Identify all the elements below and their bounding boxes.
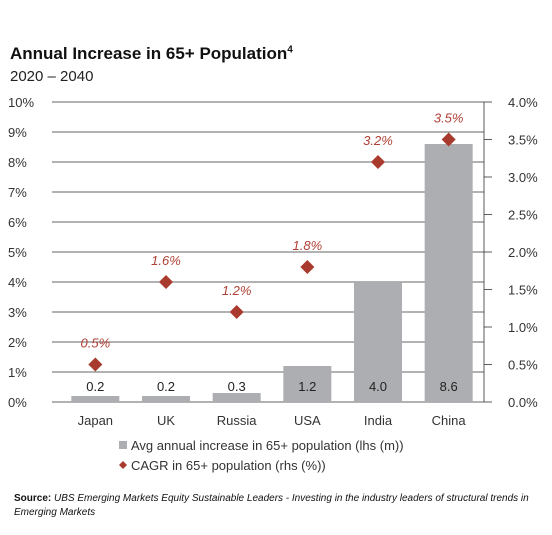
- y-left-tick-label: 9%: [8, 125, 27, 140]
- cagr-marker[interactable]: [88, 357, 103, 372]
- bar-value-label: 4.0: [369, 379, 387, 394]
- y-right-tick-label: 1.0%: [508, 320, 538, 335]
- cagr-value-label: 1.8%: [293, 238, 323, 253]
- x-tick-label: Japan: [78, 413, 113, 428]
- cagr-value-label: 1.6%: [151, 253, 181, 268]
- chart-title: Annual Increase in 65+ Population4: [10, 44, 293, 63]
- bar[interactable]: [283, 366, 332, 402]
- y-right-tick-label: 1.5%: [508, 283, 538, 298]
- y-right-tick-label: 4.0%: [508, 95, 538, 110]
- y-left-tick-label: 7%: [8, 185, 27, 200]
- y-left-tick-label: 2%: [8, 335, 27, 350]
- bar-value-label: 8.6: [440, 379, 458, 394]
- bar-value-label: 0.2: [86, 379, 104, 394]
- legend-swatch-bar: [119, 441, 127, 449]
- chart-subtitle: 2020 – 2040: [10, 68, 94, 85]
- bar-value-label: 0.3: [228, 379, 246, 394]
- y-right-tick-label: 2.5%: [508, 208, 538, 223]
- x-tick-label: India: [364, 413, 393, 428]
- y-right-tick-label: 3.5%: [508, 133, 538, 148]
- cagr-marker[interactable]: [371, 155, 385, 169]
- y-left-tick-label: 10%: [8, 95, 34, 110]
- x-tick-label: Russia: [217, 413, 258, 428]
- y-left-tick-label: 6%: [8, 215, 27, 230]
- cagr-value-label: 3.2%: [363, 133, 393, 148]
- x-tick-label: UK: [157, 413, 175, 428]
- bar[interactable]: [424, 144, 473, 402]
- bar-value-label: 1.2: [298, 379, 316, 394]
- combo-chart: 0.2 0.5% 0.2 1.6% 0.3 1.2% 1.2 1.8% 4.0 3.2% 8.6 3.…: [8, 95, 538, 473]
- y-right-tick-label: 0.0%: [508, 395, 538, 410]
- bar[interactable]: [212, 393, 261, 402]
- y-right-tick-label: 0.5%: [508, 358, 538, 373]
- y-right-tick-label: 2.0%: [508, 245, 538, 260]
- bar[interactable]: [354, 282, 402, 402]
- x-tick-label: China: [432, 413, 467, 428]
- legend-swatch-marker: [119, 461, 127, 469]
- y-left-tick-label: 0%: [8, 395, 27, 410]
- cagr-value-label: 1.2%: [222, 283, 252, 298]
- bar-series: [71, 144, 473, 402]
- legend[interactable]: Avg annual increase in 65+ population (l…: [119, 438, 404, 473]
- cagr-marker[interactable]: [159, 275, 173, 289]
- cagr-marker[interactable]: [229, 305, 244, 319]
- y-right-tick-label: 3.0%: [508, 170, 538, 185]
- y-left-tick-label: 4%: [8, 275, 27, 290]
- cagr-value-label: 0.5%: [81, 336, 111, 351]
- bar[interactable]: [142, 396, 190, 402]
- bar[interactable]: [71, 396, 120, 402]
- legend-label-marker: CAGR in 65+ population (rhs (%)): [131, 458, 326, 473]
- x-tick-label: USA: [294, 413, 321, 428]
- bar-value-label: 0.2: [157, 379, 175, 394]
- source-note: Source: UBS Emerging Markets Equity Sust…: [14, 493, 529, 518]
- axes: 0% 1% 2% 3% 4% 5% 6% 7% 8% 9% 10% 0.0% 0.5% 1.0% 1.5% 2…: [8, 95, 538, 428]
- cagr-marker[interactable]: [441, 132, 456, 147]
- y-left-tick-label: 5%: [8, 245, 27, 260]
- title-footnote: 4: [287, 44, 293, 56]
- cagr-marker[interactable]: [300, 260, 315, 274]
- marker-series: [88, 132, 456, 372]
- cagr-value-label: 3.5%: [434, 111, 464, 126]
- gridlines: [52, 101, 484, 403]
- data-labels: 0.2 0.5% 0.2 1.6% 0.3 1.2% 1.2 1.8% 4.0 3.2% 8.6 3.…: [81, 111, 464, 395]
- legend-label-bar: Avg annual increase in 65+ population (l…: [131, 438, 404, 453]
- y-left-tick-label: 8%: [8, 155, 27, 170]
- y-left-tick-label: 1%: [8, 365, 27, 380]
- y-left-tick-label: 3%: [8, 305, 27, 320]
